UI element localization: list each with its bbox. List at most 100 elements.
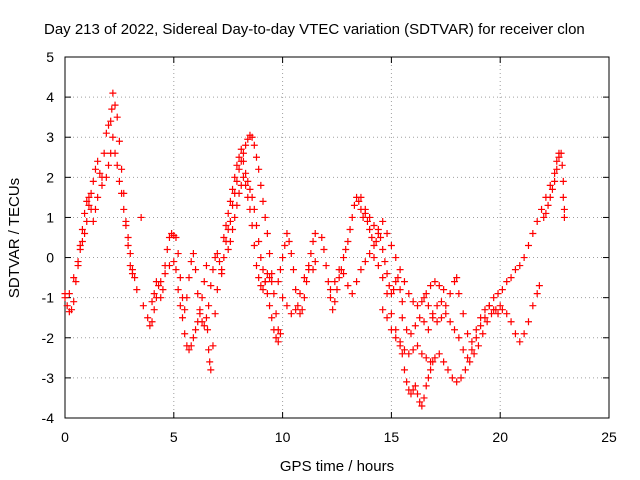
data-point-plus-marker <box>361 205 369 213</box>
data-point-plus-marker <box>179 314 187 322</box>
data-point-plus-marker <box>287 310 295 318</box>
data-point-plus-marker <box>107 117 115 125</box>
data-point-plus-marker <box>372 238 380 246</box>
data-point-plus-marker <box>252 153 260 161</box>
data-point-plus-marker <box>261 278 269 286</box>
data-point-plus-marker <box>96 169 104 177</box>
data-point-plus-marker <box>385 282 393 290</box>
data-point-plus-marker <box>272 334 280 342</box>
data-point-plus-marker <box>363 217 371 225</box>
data-point-plus-marker <box>283 302 291 310</box>
data-point-plus-marker <box>111 101 119 109</box>
data-point-plus-marker <box>309 266 317 274</box>
data-point-plus-marker <box>226 238 234 246</box>
data-point-plus-marker <box>485 302 493 310</box>
data-point-plus-marker <box>198 294 206 302</box>
series-track-6 <box>220 145 282 346</box>
data-point-plus-marker <box>192 266 200 274</box>
data-point-plus-marker <box>242 141 250 149</box>
data-point-plus-marker <box>218 266 226 274</box>
data-point-plus-marker <box>437 314 445 322</box>
data-point-plus-marker <box>409 386 417 394</box>
data-point-plus-marker <box>357 193 365 201</box>
data-point-plus-marker <box>259 286 267 294</box>
data-point-plus-marker <box>420 394 428 402</box>
data-point-plus-marker <box>174 286 182 294</box>
data-point-plus-marker <box>560 205 568 213</box>
data-point-plus-marker <box>246 185 254 193</box>
data-point-plus-marker <box>405 350 413 358</box>
data-point-plus-marker <box>303 278 311 286</box>
data-point-plus-marker <box>387 326 395 334</box>
data-point-plus-marker <box>159 286 167 294</box>
data-point-plus-marker <box>131 274 139 282</box>
series-track-4 <box>148 258 221 374</box>
x-tick-label: 15 <box>384 429 400 445</box>
data-point-plus-marker <box>274 338 282 346</box>
series-track-15 <box>540 149 568 221</box>
data-point-plus-marker <box>403 378 411 386</box>
data-point-plus-marker <box>292 286 300 294</box>
data-point-plus-marker <box>459 346 467 354</box>
data-point-plus-marker <box>558 161 566 169</box>
data-point-plus-marker <box>520 330 528 338</box>
series-track-10 <box>318 193 406 314</box>
data-point-plus-marker <box>231 173 239 181</box>
data-point-plus-marker <box>453 378 461 386</box>
data-point-plus-marker <box>511 330 519 338</box>
data-point-plus-marker <box>437 298 445 306</box>
data-point-plus-marker <box>442 302 450 310</box>
data-point-plus-marker <box>481 306 489 314</box>
data-point-plus-marker <box>81 229 89 237</box>
data-point-plus-marker <box>435 282 443 290</box>
series-track-14 <box>420 274 543 346</box>
data-point-plus-marker <box>335 266 343 274</box>
data-point-plus-marker <box>470 350 478 358</box>
data-point-plus-marker <box>298 306 306 314</box>
data-point-plus-marker <box>144 314 152 322</box>
data-point-plus-marker <box>266 250 274 258</box>
data-point-plus-marker <box>400 346 408 354</box>
data-point-plus-marker <box>350 201 358 209</box>
data-point-plus-marker <box>98 181 106 189</box>
data-point-plus-marker <box>242 181 250 189</box>
data-point-plus-marker <box>431 278 439 286</box>
data-point-plus-marker <box>250 242 258 250</box>
data-point-plus-marker <box>209 342 217 350</box>
data-point-plus-marker <box>229 225 237 233</box>
data-point-plus-marker <box>464 330 472 338</box>
data-point-plus-marker <box>468 338 476 346</box>
data-point-plus-marker <box>300 294 308 302</box>
y-tick-labels: -4 -3 -2 -1 0 1 2 3 4 5 <box>42 49 55 426</box>
plot-frame <box>64 56 610 419</box>
data-point-plus-marker <box>155 282 163 290</box>
data-point-plus-marker <box>446 290 454 298</box>
data-point-plus-marker <box>466 358 474 366</box>
series-track-12 <box>379 302 504 386</box>
data-point-plus-marker <box>94 193 102 201</box>
data-point-plus-marker <box>172 234 180 241</box>
data-point-plus-marker <box>105 121 113 129</box>
data-point-plus-marker <box>281 242 289 250</box>
axis-ticks <box>64 56 610 419</box>
data-point-plus-marker <box>187 342 195 350</box>
data-point-plus-marker <box>229 185 237 193</box>
y-tick-label: -2 <box>42 330 55 346</box>
data-point-plus-marker <box>263 270 271 278</box>
data-point-plus-marker <box>91 205 99 213</box>
data-point-plus-marker <box>148 318 156 326</box>
data-point-plus-marker <box>239 173 247 181</box>
data-point-plus-marker <box>379 246 387 254</box>
data-point-plus-marker <box>335 274 343 282</box>
data-point-plus-marker <box>503 310 511 318</box>
data-point-plus-marker <box>392 254 400 262</box>
data-point-plus-marker <box>122 221 130 229</box>
data-point-plus-marker <box>455 334 463 342</box>
data-point-plus-marker <box>553 165 561 173</box>
data-point-plus-marker <box>307 250 315 258</box>
data-point-plus-marker <box>68 306 76 314</box>
data-point-plus-marker <box>511 266 519 274</box>
data-point-plus-marker <box>183 294 191 302</box>
data-point-plus-marker <box>189 334 197 342</box>
